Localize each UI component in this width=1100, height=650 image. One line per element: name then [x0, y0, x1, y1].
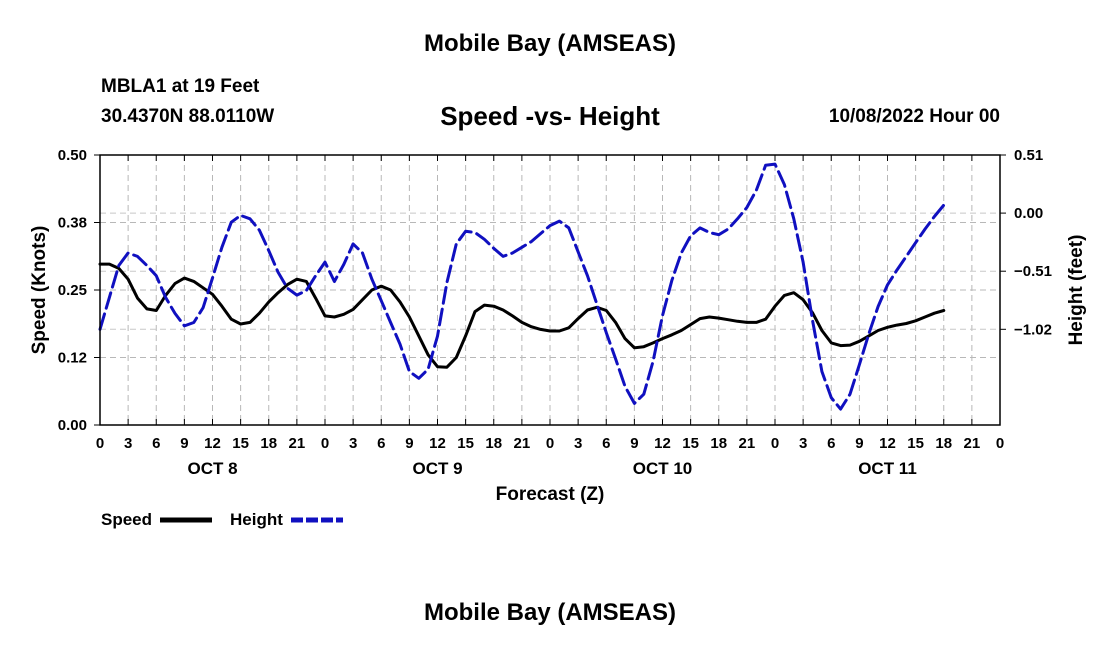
x-tick-label: 21 [514, 435, 531, 452]
x-tick-label: 12 [429, 435, 446, 452]
y-axis-left-title: Speed (Knots) [29, 226, 50, 355]
x-tick-label: 15 [457, 435, 474, 452]
x-tick-label: 6 [602, 435, 610, 452]
x-tick-label: 3 [799, 435, 807, 452]
chart-bottom-title: Mobile Bay (AMSEAS) [423, 599, 677, 626]
x-tick-label: 15 [232, 435, 249, 452]
y-right-tick-label: 0.00 [1014, 205, 1043, 222]
x-tick-label: 9 [405, 435, 413, 452]
axes: 0 3 6 9 12 15 18 21 0 3 6 9 12 15 18 21 0 3 6 9 12 15 18 21 0 3 6 9… [58, 147, 1052, 478]
y-left-tick-label: 0.25 [58, 282, 87, 299]
x-tick-label: 12 [204, 435, 221, 452]
x-tick-label: 12 [879, 435, 896, 452]
x-tick-label: 15 [907, 435, 924, 452]
x-tick-label: 21 [289, 435, 306, 452]
legend-speed-label: Speed [101, 510, 152, 529]
x-day-label: OCT 11 [858, 459, 917, 478]
x-tick-label: 9 [630, 435, 638, 452]
x-tick-label: 9 [180, 435, 188, 452]
y-axis-right-title: Height (feet) [1066, 235, 1087, 346]
x-tick-label: 3 [574, 435, 582, 452]
legend-height-label: Height [230, 510, 283, 529]
series-lines [98, 162, 946, 411]
y-left-tick-label: 0.38 [58, 215, 87, 232]
chart-main-title: Mobile Bay (AMSEAS) [423, 30, 677, 57]
x-tick-label: 18 [935, 435, 952, 452]
y-left-tick-label: 0.50 [58, 147, 87, 164]
grid-lines [100, 154, 1000, 425]
x-day-label: OCT 8 [187, 459, 237, 478]
chart-subtitle: Speed -vs- Height [440, 101, 660, 131]
x-tick-label: 9 [855, 435, 863, 452]
x-tick-label: 18 [485, 435, 502, 452]
x-tick-label: 0 [996, 435, 1004, 452]
x-tick-label: 12 [654, 435, 671, 452]
x-tick-label: 0 [771, 435, 779, 452]
y-right-tick-label: −1.02 [1014, 321, 1052, 338]
x-tick-label: 18 [260, 435, 277, 452]
x-day-label: OCT 9 [412, 459, 462, 478]
x-tick-label: 15 [682, 435, 699, 452]
station-label: MBLA1 at 19 Feet [101, 76, 260, 97]
y-left-tick-label: 0.12 [58, 350, 87, 367]
x-tick-label: 0 [321, 435, 329, 452]
y-right-tick-label: −0.51 [1014, 263, 1052, 280]
series-speed-line [98, 262, 946, 369]
series-height-line [98, 162, 946, 411]
y-left-tick-label: 0.00 [58, 417, 87, 434]
x-tick-label: 0 [546, 435, 554, 452]
x-tick-label: 6 [827, 435, 835, 452]
x-axis-title: Forecast (Z) [496, 484, 605, 505]
y-right-tick-label: 0.51 [1014, 147, 1043, 164]
x-tick-label: 6 [152, 435, 160, 452]
station-coordinates: 30.4370N 88.0110W [101, 106, 275, 127]
legend: Speed Height [101, 510, 343, 529]
x-tick-label: 3 [349, 435, 357, 452]
x-tick-label: 21 [964, 435, 981, 452]
x-tick-label: 21 [739, 435, 756, 452]
x-tick-label: 3 [124, 435, 132, 452]
x-tick-label: 18 [710, 435, 727, 452]
forecast-datetime: 10/08/2022 Hour 00 [828, 106, 1000, 127]
x-day-label: OCT 10 [633, 459, 693, 478]
x-tick-label: 6 [377, 435, 385, 452]
x-tick-label: 0 [96, 435, 104, 452]
